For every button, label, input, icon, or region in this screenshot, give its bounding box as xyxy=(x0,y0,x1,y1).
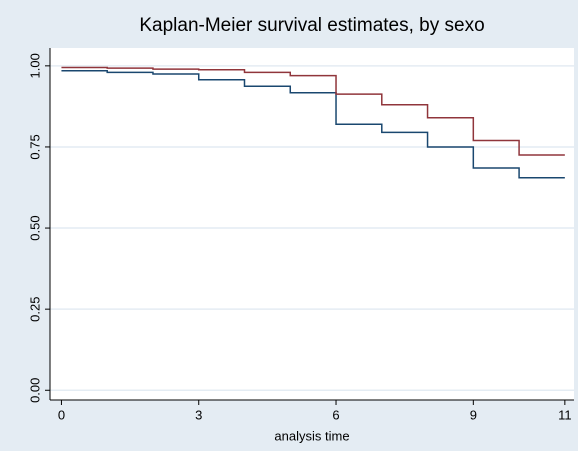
x-tick-label: 3 xyxy=(195,407,202,422)
survival-line xyxy=(61,66,565,156)
chart-title: Kaplan-Meier survival estimates, by sexo xyxy=(139,15,484,36)
x-tick-label: 11 xyxy=(558,407,572,422)
y-tick-label: 0.00 xyxy=(27,378,42,403)
plot-region xyxy=(50,48,574,400)
y-tick-label: 1.00 xyxy=(27,53,42,78)
x-tick-label: 6 xyxy=(332,407,339,422)
x-tick-label: 0 xyxy=(58,407,65,422)
y-tick-label: 0.25 xyxy=(27,297,42,322)
x-axis-label: analysis time xyxy=(274,428,349,443)
y-tick-label: 0.75 xyxy=(27,134,42,159)
x-tick-label: 9 xyxy=(470,407,477,422)
survival-line xyxy=(61,69,565,179)
y-tick-label: 0.50 xyxy=(27,215,42,240)
